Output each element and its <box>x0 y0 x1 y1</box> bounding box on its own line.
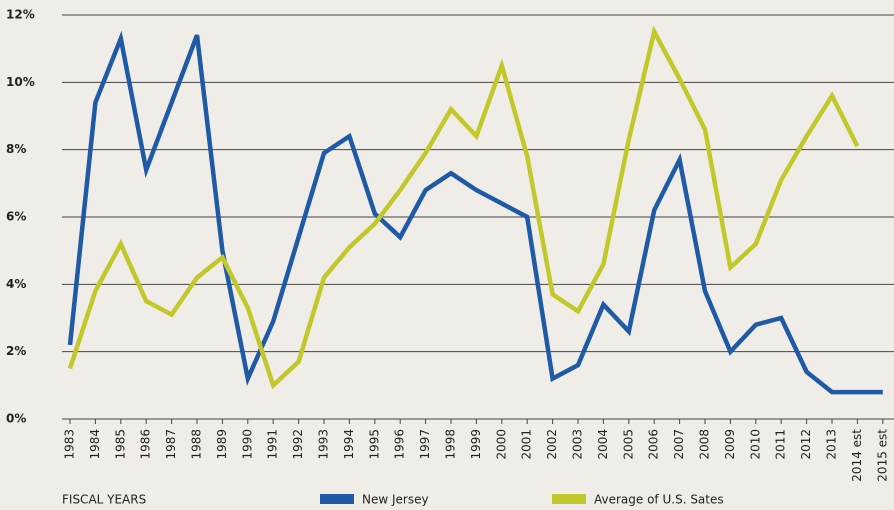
y-tick-label: 12% <box>6 8 35 22</box>
x-tick-label: 1999 <box>469 429 483 460</box>
y-tick-label: 0% <box>6 412 26 426</box>
x-tick-label: 2000 <box>494 429 508 460</box>
x-tick-label: 1986 <box>139 429 153 460</box>
x-tick-label: 2010 <box>748 429 762 460</box>
x-tick-label: 2015 est <box>875 429 889 482</box>
x-tick-label: 1994 <box>342 429 356 460</box>
x-tick-label: 1987 <box>164 429 178 460</box>
y-tick-label: 6% <box>6 210 26 224</box>
legend-label: New Jersey <box>362 493 429 507</box>
y-tick-label: 8% <box>6 142 26 156</box>
x-tick-label: 2003 <box>571 429 585 460</box>
x-tick-label: 1997 <box>418 429 432 460</box>
x-tick-label: 1992 <box>291 429 305 460</box>
x-tick-label: 2001 <box>520 429 534 460</box>
x-tick-label: 2014 est <box>850 429 864 482</box>
x-tick-label: 2004 <box>596 429 610 460</box>
x-tick-label: 1985 <box>113 429 127 460</box>
legend-swatch <box>552 494 586 504</box>
x-tick-label: 2006 <box>647 429 661 460</box>
x-tick-label: 2013 <box>825 429 839 460</box>
x-tick-label: 1996 <box>393 429 407 460</box>
y-tick-label: 4% <box>6 277 26 291</box>
x-tick-label: 2012 <box>799 429 813 460</box>
x-axis-label: FISCAL YEARS <box>62 493 146 507</box>
x-tick-label: 2008 <box>698 429 712 460</box>
x-tick-label: 1988 <box>190 429 204 460</box>
x-tick-label: 2009 <box>723 429 737 460</box>
x-tick-label: 1983 <box>63 429 77 460</box>
legend-swatch <box>320 494 354 504</box>
x-tick-label: 1990 <box>240 429 254 460</box>
series-line <box>67 30 883 395</box>
x-tick-label: 2007 <box>672 429 686 460</box>
x-tick-label: 1995 <box>367 429 381 460</box>
x-tick-label: 1984 <box>88 429 102 460</box>
x-tick-label: 2002 <box>545 429 559 460</box>
y-tick-label: 2% <box>6 344 26 358</box>
x-tick-label: 1989 <box>215 429 229 460</box>
x-tick-label: 1993 <box>317 429 331 460</box>
y-tick-label: 10% <box>6 75 35 89</box>
x-tick-label: 2005 <box>621 429 635 460</box>
x-tick-label: 2011 <box>774 429 788 460</box>
x-tick-label: 1991 <box>266 429 280 460</box>
legend-label: Average of U.S. Sates <box>594 493 724 507</box>
series-line <box>67 25 860 390</box>
x-tick-label: 1998 <box>444 429 458 460</box>
